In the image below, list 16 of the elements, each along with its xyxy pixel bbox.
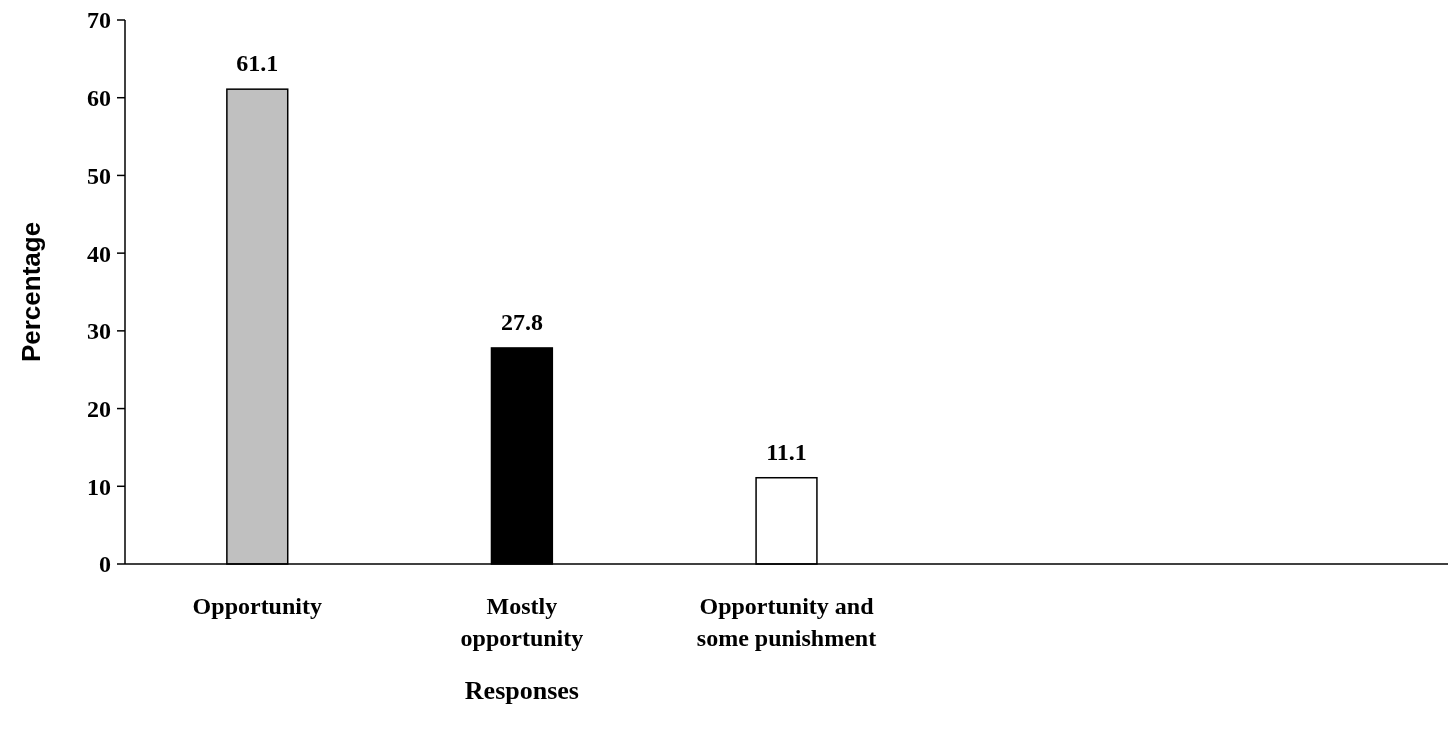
- y-tick-label: 70: [87, 7, 111, 34]
- y-tick-label: 20: [87, 395, 111, 422]
- data-label: 11.1: [766, 438, 807, 465]
- y-axis-title: Percentage: [16, 221, 46, 363]
- y-tick-label: 60: [87, 85, 111, 112]
- data-label: 61.1: [236, 50, 279, 77]
- y-tick-label: 0: [99, 551, 111, 578]
- x-tick-label: Opportunity: [192, 593, 322, 619]
- y-tick-label: 30: [87, 318, 111, 345]
- y-tick-label: 10: [87, 473, 111, 500]
- data-label: 27.8: [500, 308, 543, 335]
- x-tick-label: Opportunity and some punishment: [696, 593, 877, 651]
- y-tick-label: 40: [87, 240, 111, 267]
- y-tick-label: 50: [87, 162, 111, 189]
- x-tick-label: Mostly opportunity: [460, 593, 584, 651]
- x-axis-title: Responses: [464, 676, 579, 705]
